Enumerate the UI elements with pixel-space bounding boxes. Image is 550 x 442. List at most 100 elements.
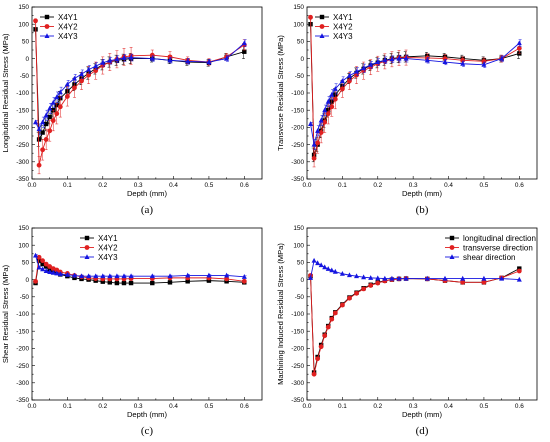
data-point <box>339 302 345 308</box>
data-point <box>396 55 402 61</box>
data-point <box>72 85 77 91</box>
data-point <box>325 324 331 330</box>
y-tick-label: -300 <box>16 159 29 166</box>
legend-label: X4Y3 <box>98 253 118 262</box>
data-point <box>57 104 63 110</box>
x-axis-title: Depth (mm) <box>402 410 443 419</box>
data-point <box>442 59 448 65</box>
data-point <box>517 266 522 271</box>
legend-marker <box>44 24 50 29</box>
y-tick-label: 0 <box>300 277 304 284</box>
x-tick-label: 0.0 <box>28 403 37 410</box>
data-point <box>86 72 92 78</box>
x-tick-label: 0.1 <box>63 403 72 410</box>
data-point <box>40 119 46 125</box>
data-point <box>71 272 77 278</box>
data-point <box>516 40 522 46</box>
panel-label: (a) <box>141 204 154 216</box>
data-point <box>47 269 53 275</box>
data-point <box>318 344 324 350</box>
data-point <box>36 258 42 263</box>
chart-panel-d: 0.0 0.1 0.2 0.3 0.4 0.5 0.6 -350 -300 -250 -200 -15… <box>275 221 550 442</box>
data-point <box>114 280 120 286</box>
legend-item: X4Y2 <box>315 22 353 31</box>
series-line <box>310 270 520 375</box>
series-line <box>310 42 520 145</box>
legend-label: X4Y2 <box>98 243 118 252</box>
data-point <box>308 121 314 126</box>
data-point <box>150 280 155 286</box>
data-point <box>128 273 134 279</box>
y-tick-label: 100 <box>18 21 29 28</box>
data-point <box>329 104 335 110</box>
data-point <box>57 89 63 95</box>
data-point <box>86 66 92 72</box>
data-point <box>442 275 448 281</box>
legend-marker <box>449 235 455 241</box>
data-point <box>47 128 53 134</box>
y-tick-label: -350 <box>291 397 304 404</box>
y-tick-label: -350 <box>291 176 304 183</box>
data-point <box>389 275 395 281</box>
data-point <box>332 96 338 102</box>
x-tick-label: 0.6 <box>515 403 524 410</box>
legend-marker <box>319 14 325 20</box>
y-tick-label: 100 <box>293 242 304 249</box>
y-tick-label: 0 <box>300 56 304 63</box>
data-point <box>121 273 127 279</box>
chart-svg: 0.0 0.1 0.2 0.3 0.4 0.5 0.6 -350 -300 -250 -200 -15… <box>276 225 538 437</box>
data-point <box>167 280 173 285</box>
legend-marker <box>84 254 90 259</box>
legend-item: transverse direction <box>445 243 533 252</box>
x-tick-label: 0.0 <box>28 182 37 189</box>
data-point <box>318 262 324 268</box>
data-point <box>36 137 42 142</box>
chart-panel-b: 0.0 0.1 0.2 0.3 0.4 0.5 0.6 -350 -300 -250 -200 -15… <box>275 0 550 221</box>
data-point <box>128 54 134 60</box>
x-tick-label: 0.2 <box>373 403 382 410</box>
data-point <box>318 130 324 135</box>
data-point <box>43 268 49 273</box>
y-tick-label: -200 <box>291 346 304 353</box>
data-point <box>206 272 212 278</box>
data-point <box>93 63 99 69</box>
x-tick-label: 0.5 <box>479 403 488 410</box>
data-point <box>516 276 522 282</box>
legend-item: X4Y2 <box>40 22 78 31</box>
chart-panel-a: 0.0 0.1 0.2 0.3 0.4 0.5 0.6 -350 -300 -250 -200 -15… <box>0 0 275 221</box>
x-axis-title: Depth (mm) <box>127 189 168 198</box>
data-point <box>322 264 328 270</box>
series-line <box>310 268 520 373</box>
series-1 <box>308 266 522 375</box>
data-point <box>47 105 53 111</box>
data-point <box>311 141 317 147</box>
y-tick-label: -50 <box>295 294 305 301</box>
series-1 <box>33 258 247 286</box>
x-tick-label: 0.5 <box>204 403 213 410</box>
data-point <box>40 266 46 272</box>
data-point <box>318 117 324 123</box>
x-axis-title: Depth (mm) <box>402 189 443 198</box>
data-point <box>86 273 92 279</box>
legend-label: X4Y1 <box>58 13 78 22</box>
data-point <box>149 52 155 58</box>
y-tick-label: -250 <box>291 363 304 370</box>
y-tick-label: 0 <box>25 56 29 63</box>
data-point <box>64 94 70 99</box>
data-point <box>36 264 42 270</box>
y-tick-label: 150 <box>293 225 304 232</box>
x-tick-label: 0.4 <box>444 182 453 189</box>
legend-label: shear direction <box>463 253 515 262</box>
panel-label: (b) <box>416 204 429 216</box>
legend-item: X4Y3 <box>80 253 118 262</box>
data-point <box>71 75 77 81</box>
data-point <box>40 258 46 264</box>
y-tick-label: -50 <box>295 73 305 80</box>
y-tick-label: -100 <box>291 90 304 97</box>
x-tick-label: 0.0 <box>303 403 312 410</box>
data-point <box>33 18 38 24</box>
x-tick-label: 0.0 <box>303 182 312 189</box>
data-point <box>311 371 317 377</box>
